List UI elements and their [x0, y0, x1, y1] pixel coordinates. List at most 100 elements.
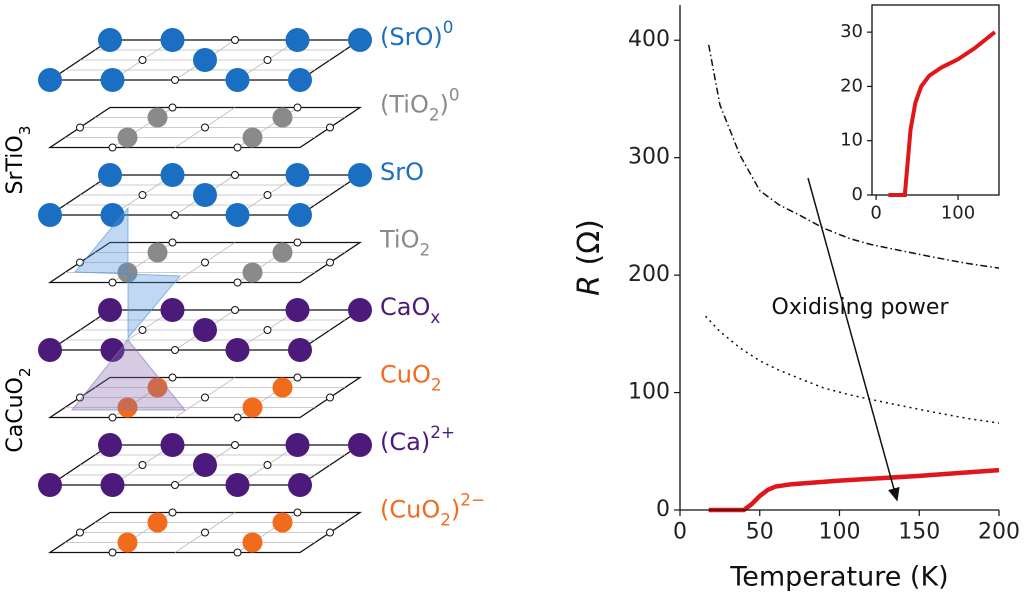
atom — [76, 528, 84, 537]
atom — [160, 298, 185, 322]
atom — [193, 453, 217, 477]
atom — [242, 127, 263, 148]
atom — [231, 306, 239, 314]
atom — [272, 107, 293, 128]
label-part: TiO — [379, 226, 419, 254]
label-part: 2 — [429, 105, 440, 125]
atom — [233, 278, 242, 287]
atom — [272, 512, 293, 533]
label-part: CaO — [380, 293, 430, 321]
atom — [201, 258, 209, 267]
label-part: 2 — [431, 375, 442, 395]
atom — [100, 473, 125, 497]
atom — [233, 548, 242, 557]
label: CaCuO2 — [3, 367, 34, 452]
atom — [160, 28, 185, 52]
label-part: 2 — [419, 240, 430, 260]
layer — [38, 433, 372, 497]
layer — [38, 298, 372, 362]
atom — [263, 191, 272, 199]
atom — [201, 123, 209, 132]
x-axis-title: Temperature (K) — [729, 562, 948, 593]
label-part: 0 — [443, 17, 454, 37]
atom — [288, 338, 312, 362]
atom — [233, 143, 242, 152]
crystal-diagram: (SrO)0(TiO2)0SrOTiO2CaOxCuO2(Ca)2+(CuO2)… — [3, 17, 485, 557]
atom — [98, 163, 122, 187]
atom — [168, 373, 177, 382]
atom — [171, 346, 179, 354]
atom — [117, 532, 138, 553]
label-part: 0 — [449, 85, 460, 105]
atom — [225, 68, 250, 92]
inset-frame — [871, 4, 1000, 196]
atom — [272, 377, 293, 398]
atom — [193, 318, 217, 342]
x-tick-label: 100 — [819, 520, 861, 545]
y-tick-label: 30 — [840, 21, 863, 42]
layer — [47, 103, 363, 152]
atom — [201, 528, 209, 537]
atom — [76, 123, 84, 132]
atom — [263, 56, 272, 64]
atom — [100, 68, 125, 92]
atom — [38, 68, 62, 92]
label-part: 2+ — [430, 422, 455, 442]
y-tick-label: 200 — [628, 262, 670, 287]
y-tick-label: 100 — [628, 380, 670, 405]
x-tick-label: 0 — [870, 203, 881, 224]
atom — [285, 433, 310, 457]
label: (CuO2)2− — [380, 490, 485, 530]
atom — [326, 393, 334, 402]
label-part: (SrO) — [380, 23, 443, 51]
label-part: CaCuO — [3, 377, 28, 452]
atom — [326, 123, 334, 132]
label: CuO2 — [380, 361, 442, 395]
layer — [47, 373, 363, 422]
atom — [293, 508, 302, 517]
label-part: (Ω) — [572, 219, 607, 275]
atom — [201, 393, 209, 402]
polyhedron — [70, 339, 187, 411]
label: CaOx — [380, 293, 440, 327]
x-tick-label: 200 — [978, 520, 1020, 545]
y-tick-label: 400 — [628, 27, 670, 52]
y-tick-label: 0 — [656, 497, 670, 522]
atom — [117, 127, 138, 148]
atom — [348, 28, 372, 52]
label: (TiO2)0 — [380, 85, 460, 125]
atom — [225, 338, 250, 362]
label-part: (TiO — [380, 91, 429, 119]
atom — [171, 76, 179, 84]
atom — [348, 163, 372, 187]
annotation: Oxidising power — [772, 295, 950, 320]
atom — [193, 183, 217, 207]
atom — [225, 203, 250, 227]
atom — [242, 397, 263, 418]
label: (Ca)2+ — [380, 422, 455, 456]
label-part: x — [430, 307, 440, 327]
atom — [147, 107, 168, 128]
atom — [138, 191, 147, 199]
y-tick-label: 300 — [628, 145, 670, 170]
atom — [326, 528, 334, 537]
x-tick-label: 150 — [898, 520, 940, 545]
data-line — [888, 30, 997, 197]
atom — [193, 48, 217, 72]
atom — [168, 238, 177, 247]
atom — [98, 28, 122, 52]
label: R (Ω) — [572, 219, 607, 296]
atom — [171, 481, 179, 489]
atom — [225, 473, 250, 497]
atom — [147, 242, 168, 263]
atom — [138, 56, 147, 64]
arrow — [807, 177, 900, 502]
data-line — [708, 467, 1000, 513]
label: (SrO)0 — [380, 17, 453, 51]
atom — [138, 326, 147, 334]
atom — [160, 433, 185, 457]
atom — [293, 103, 302, 112]
y-tick-label: 0 — [852, 184, 863, 205]
atom — [263, 461, 272, 469]
